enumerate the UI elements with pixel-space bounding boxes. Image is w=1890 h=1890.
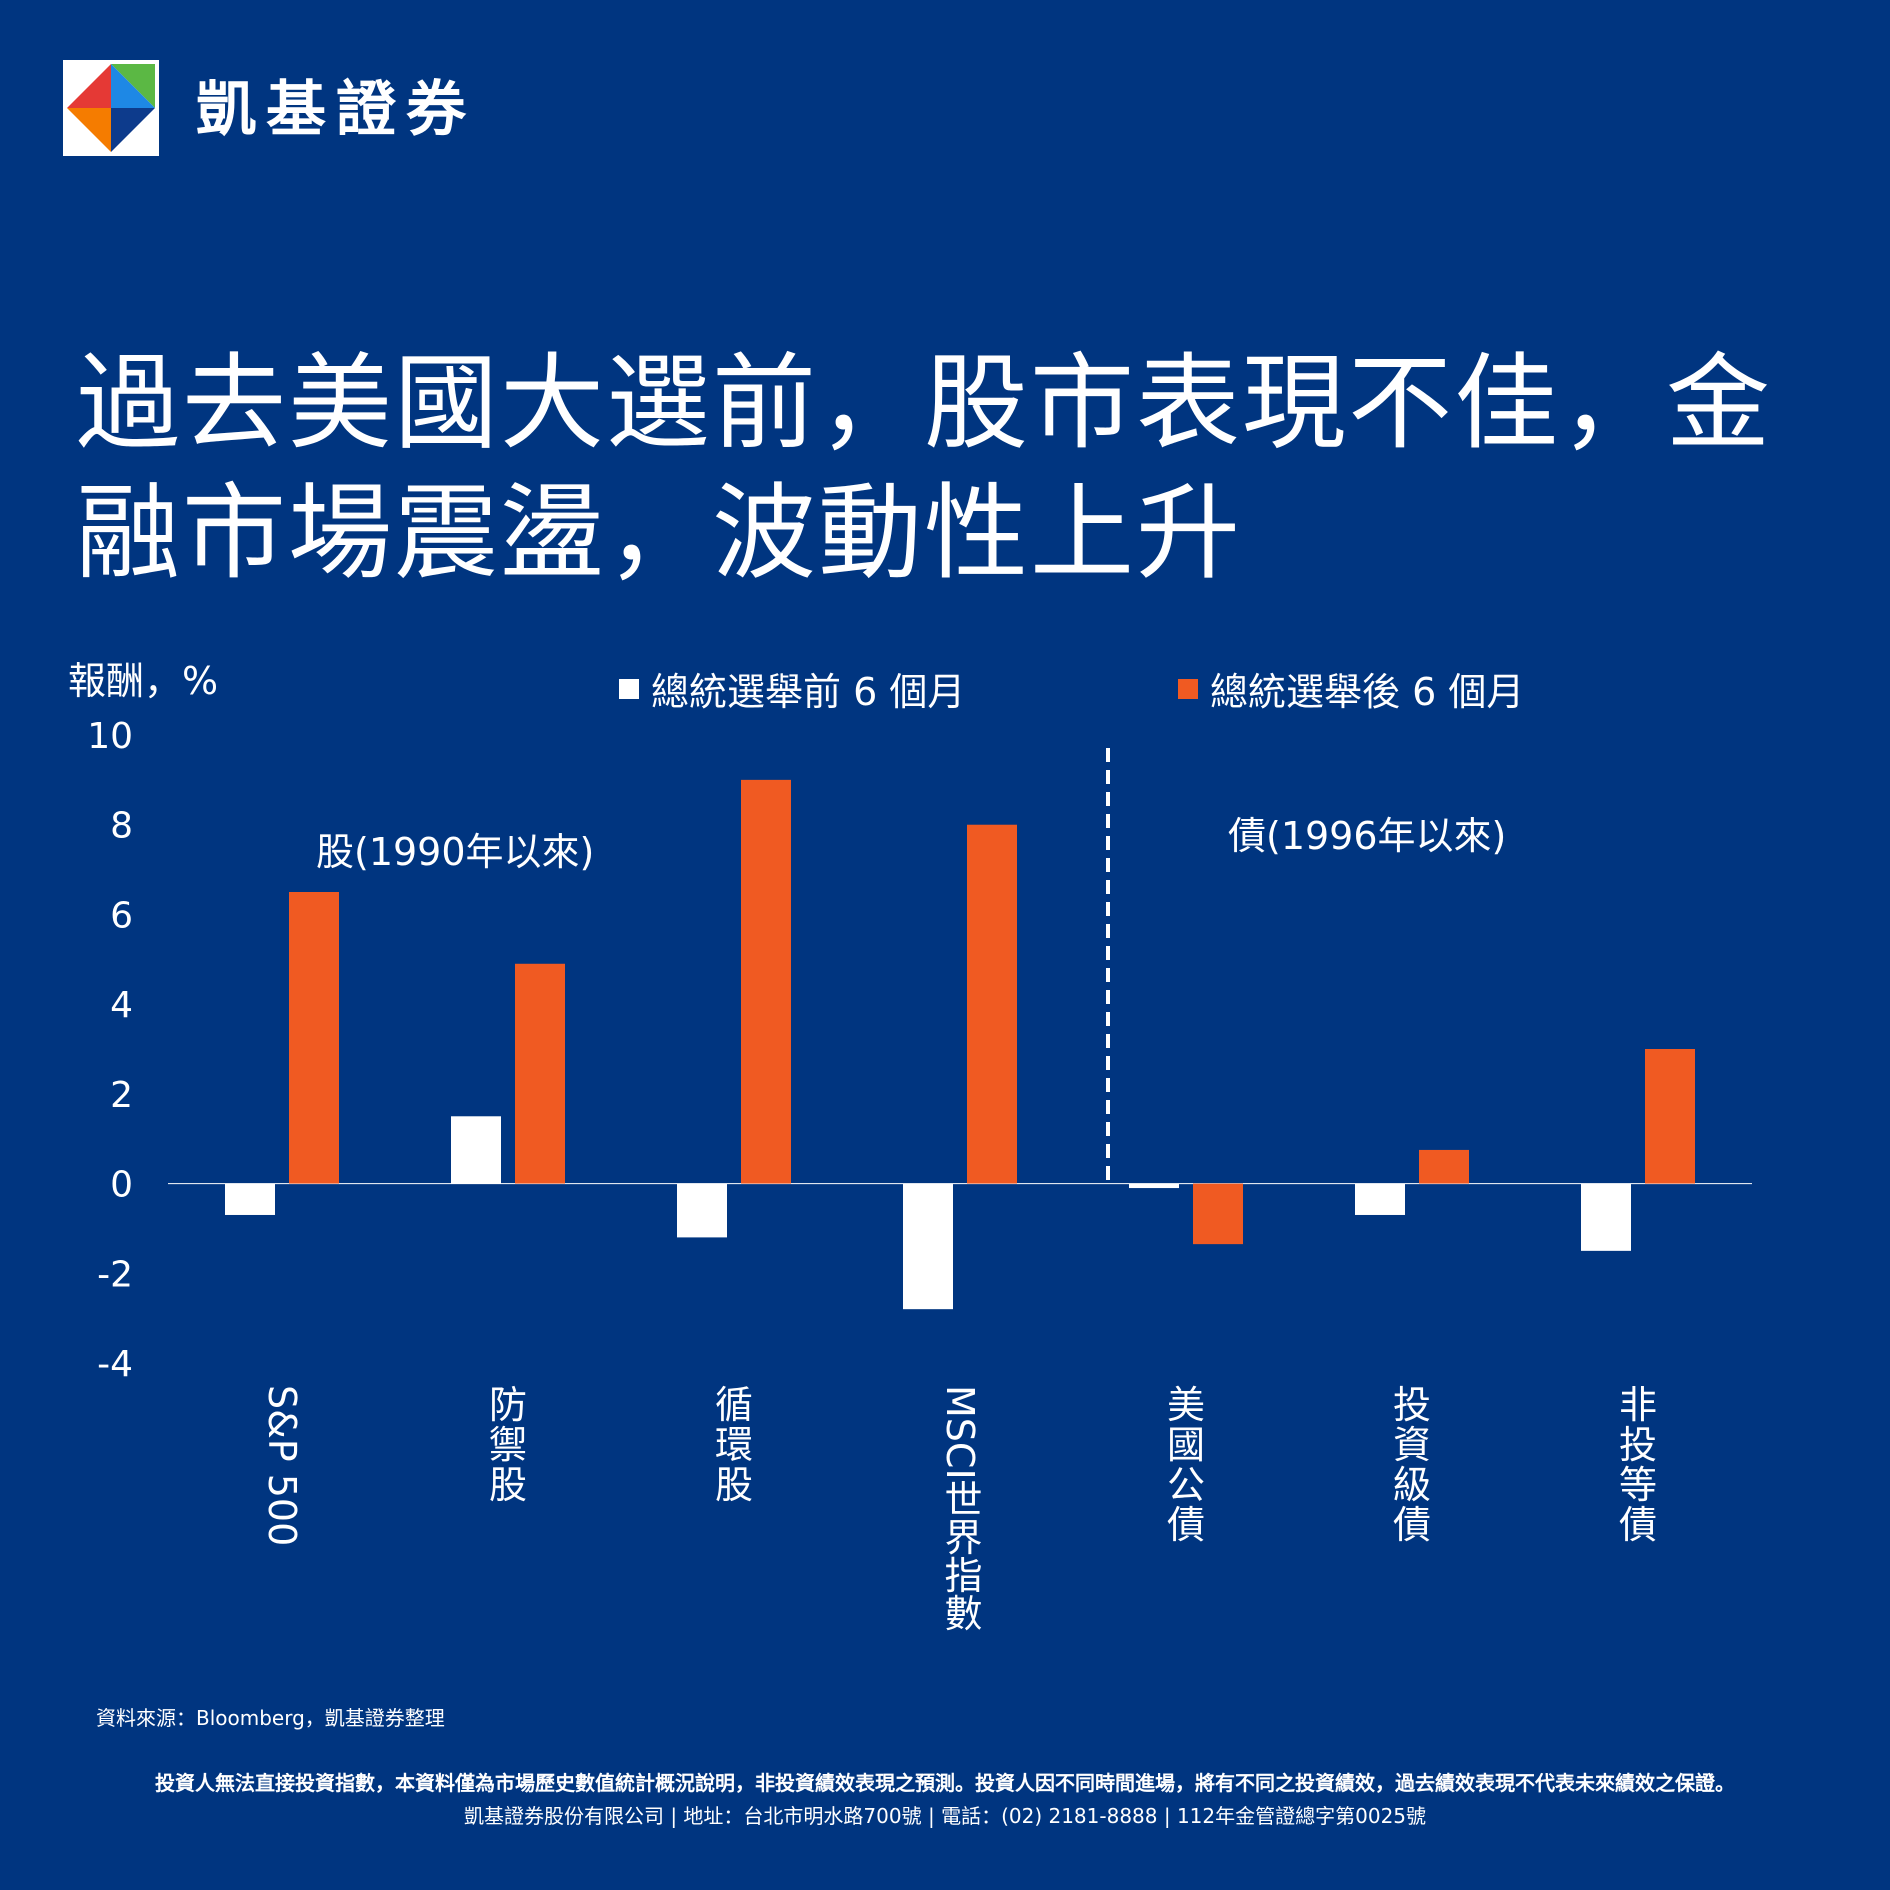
y-tick-label: -2 [97, 1254, 133, 1295]
bar-post-election [289, 892, 339, 1184]
bar-post-election [741, 779, 791, 1184]
y-tick-label: 6 [110, 895, 133, 936]
page-title: 過去美國大選前，股市表現不佳，金融市場震盪，波動性上升 [76, 342, 1773, 594]
company-info: 凱基證券股份有限公司 | 地址：台北市明水路700號 | 電話：(02) 218… [463, 1804, 1427, 1828]
category-label: 投資級債 [1392, 1383, 1431, 1547]
brand-logo-icon [63, 60, 159, 156]
bar-post-election [515, 963, 565, 1184]
legend-label-pre: 總統選舉前 6 個月 [651, 670, 966, 714]
y-tick-label: 0 [110, 1165, 133, 1206]
category-label: 防禦股 [488, 1383, 527, 1507]
bar-pre-election [225, 1183, 275, 1215]
legend-item-post: 總統選舉後 6 個月 [1178, 661, 1524, 716]
legend-label-post: 總統選舉後 6 個月 [1210, 670, 1525, 714]
source-note: 資料來源：Bloomberg，凱基證券整理 [96, 1706, 445, 1730]
bar-post-election [1419, 1149, 1469, 1184]
legend-swatch-post [1178, 678, 1198, 699]
y-tick-label: 4 [110, 985, 133, 1026]
y-tick-label: 10 [87, 716, 133, 757]
category-label: 循環股 [714, 1383, 753, 1507]
category-label: MSCI世界指數 [938, 1385, 982, 1632]
y-tick-label: 2 [110, 1075, 133, 1116]
legend-swatch-pre [619, 678, 639, 699]
y-axis-title: 報酬，% [68, 659, 219, 703]
category-label: 美國公債 [1166, 1383, 1205, 1547]
bar-pre-election [1129, 1183, 1179, 1189]
bar-post-election [1645, 1049, 1695, 1184]
category-label: S&P 500 [260, 1385, 304, 1547]
category-label: 非投等債 [1618, 1383, 1657, 1547]
bar-post-election [1193, 1183, 1243, 1245]
group-label: 股(1990年以來) [316, 830, 594, 874]
bar-pre-election [903, 1183, 953, 1310]
brand-name: 凱基證券 [196, 75, 476, 145]
bar-post-election [967, 824, 1017, 1184]
bar-pre-election [1581, 1183, 1631, 1251]
bar-pre-election [677, 1183, 727, 1238]
legend-item-pre: 總統選舉前 6 個月 [619, 661, 965, 716]
disclaimer: 投資人無法直接投資指數，本資料僅為市場歷史數值統計概況說明，非投資績效表現之預測… [155, 1771, 1735, 1795]
bar-pre-election [451, 1116, 501, 1184]
bar-pre-election [1355, 1183, 1405, 1215]
y-tick-label: -4 [97, 1344, 133, 1385]
group-label: 債(1996年以來) [1228, 814, 1506, 858]
y-tick-label: 8 [110, 806, 133, 847]
